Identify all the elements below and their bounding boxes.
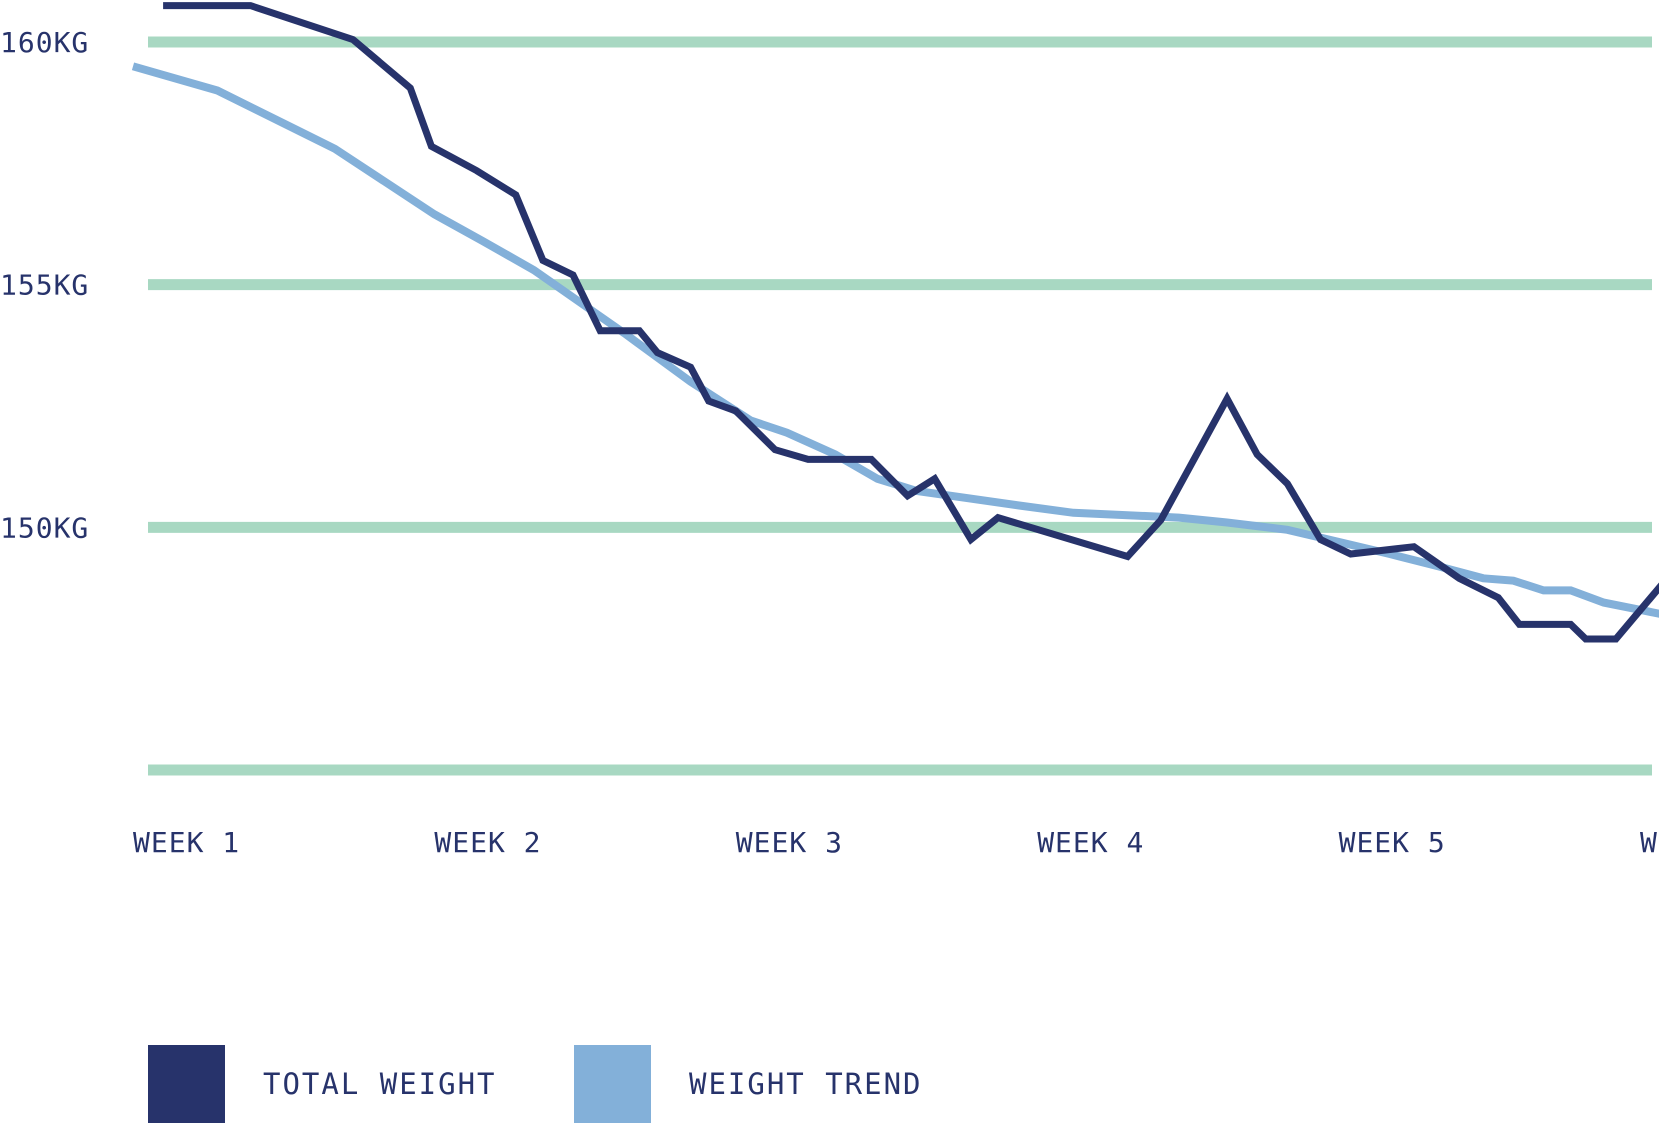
x-tick-label: WEEK 3 bbox=[736, 826, 843, 859]
legend-label-total-weight: TOTAL WEIGHT bbox=[263, 1067, 497, 1101]
legend-item-weight-trend: WEIGHT TREND bbox=[574, 1045, 923, 1123]
series-lines bbox=[131, 2, 1659, 643]
x-tick-label: WEEK 6 bbox=[1640, 826, 1659, 859]
x-tick-label: WEEK 5 bbox=[1339, 826, 1446, 859]
series-line-weight-trend bbox=[131, 62, 1659, 618]
legend-item-total-weight: TOTAL WEIGHT bbox=[148, 1045, 497, 1123]
x-tick-label: WEEK 2 bbox=[434, 826, 541, 859]
y-tick-label: 160KG bbox=[0, 26, 89, 59]
x-axis-labels: WEEK 1 WEEK 2 WEEK 3 WEEK 4 WEEK 5 WEEK 6 bbox=[133, 826, 1659, 859]
y-tick-label: 155KG bbox=[0, 269, 89, 302]
x-tick-label: WEEK 1 bbox=[133, 826, 240, 859]
grid-lines bbox=[148, 36, 1652, 776]
legend-label-weight-trend: WEIGHT TREND bbox=[689, 1067, 923, 1101]
legend-swatch-total-weight bbox=[148, 1045, 225, 1123]
x-tick-label: WEEK 4 bbox=[1037, 826, 1144, 859]
y-axis-labels: 160KG 155KG 150KG bbox=[0, 26, 89, 544]
legend-swatch-weight-trend bbox=[574, 1045, 651, 1123]
y-tick-label: 150KG bbox=[0, 511, 89, 544]
series-line-total-weight bbox=[163, 2, 1659, 643]
